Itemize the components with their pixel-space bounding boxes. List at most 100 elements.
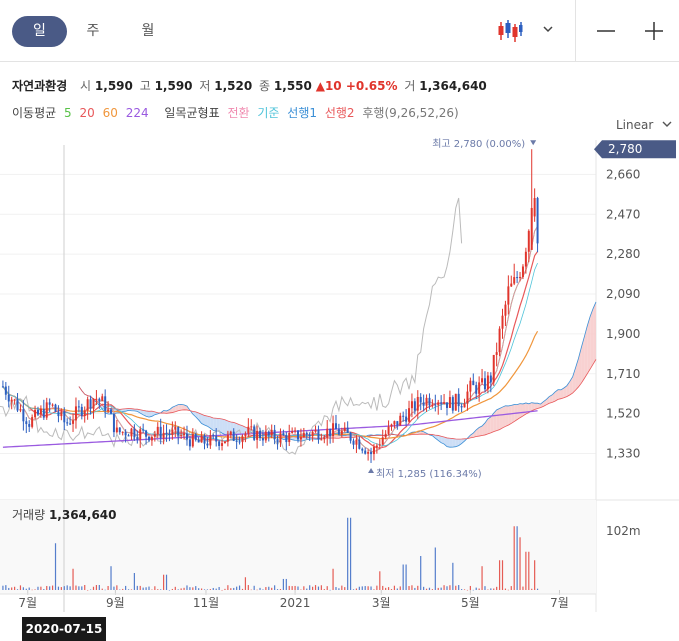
candle-body xyxy=(457,393,460,407)
candle-body xyxy=(238,441,241,443)
volume-bar xyxy=(174,586,176,590)
candle-body xyxy=(276,439,279,443)
current-price-badge xyxy=(594,140,676,159)
candle-body xyxy=(60,411,63,417)
volume-bar xyxy=(434,547,436,590)
candle-body xyxy=(396,421,399,426)
ichimoku-cloud-segment xyxy=(502,405,506,428)
indicator-legend: 이동평균 5 20 60 224 일목균형표 전환 기준 선행1 선행2 후행(… xyxy=(12,104,463,121)
ichimoku-base[interactable]: 기준 xyxy=(257,106,280,120)
candle-body xyxy=(486,375,489,390)
volume-bar xyxy=(37,586,39,590)
candle-body xyxy=(101,396,104,401)
volume-bar xyxy=(271,587,273,590)
ichimoku-cloud-segment xyxy=(137,409,141,414)
tab-monthly[interactable]: 월 xyxy=(141,23,155,39)
candle-body xyxy=(267,431,270,436)
candle-body xyxy=(469,380,472,392)
volume-bar xyxy=(478,588,480,590)
volume-bar xyxy=(69,586,71,590)
ma-20[interactable]: 20 xyxy=(79,106,95,120)
plus-icon[interactable] xyxy=(643,20,665,42)
candle-body xyxy=(110,409,113,414)
ichimoku-cloud-segment xyxy=(195,411,199,420)
candle-body xyxy=(261,438,264,441)
volume-bar xyxy=(361,586,363,590)
candle-body xyxy=(28,424,31,427)
ichimoku-lagging[interactable]: 후행(9,26,52,26) xyxy=(362,106,459,120)
candle-body xyxy=(136,437,139,440)
minus-icon[interactable] xyxy=(595,20,617,42)
ichimoku-cloud-segment xyxy=(455,438,459,447)
volume-bar xyxy=(139,585,141,590)
current-price-label: 2,780 xyxy=(608,142,642,156)
candle-body xyxy=(405,416,408,422)
ichimoku-conversion[interactable]: 전환 xyxy=(227,106,250,120)
ichimoku-cloud-segment xyxy=(198,413,202,424)
candle-body xyxy=(133,428,136,438)
price-tick-label: 2,280 xyxy=(606,247,640,261)
volume-bar xyxy=(279,589,282,590)
volume-bar xyxy=(107,585,109,590)
candle-body xyxy=(139,429,142,440)
price-tick-label: 1,330 xyxy=(606,447,640,461)
chart-toolbar: 일 주 월 xyxy=(0,0,679,62)
candle-body xyxy=(489,375,492,383)
candle-body xyxy=(107,409,110,411)
ichimoku-span1[interactable]: 선행1 xyxy=(287,106,318,120)
tab-weekly[interactable]: 주 xyxy=(86,23,100,39)
volume-bar xyxy=(183,587,185,590)
ma-224[interactable]: 224 xyxy=(125,106,149,120)
volume-title: 거래량 1,364,640 xyxy=(12,508,117,522)
ma-60[interactable]: 60 xyxy=(102,106,118,120)
ma-5[interactable]: 5 xyxy=(64,106,72,120)
volume-bar xyxy=(40,586,42,590)
candle-body xyxy=(127,435,130,437)
scale-selector[interactable]: Linear xyxy=(616,118,673,132)
chevron-down-icon[interactable] xyxy=(541,21,555,35)
candle-body xyxy=(118,427,121,433)
volume-panel-bg xyxy=(0,500,596,594)
candle-body xyxy=(367,452,370,454)
volume-bar xyxy=(335,587,337,590)
candle-body xyxy=(343,427,346,432)
volume-bar xyxy=(130,589,133,590)
candlestick-icon[interactable] xyxy=(497,18,523,44)
ichimoku-cloud-segment xyxy=(499,407,503,430)
volume-bar xyxy=(303,586,305,590)
volume-bar xyxy=(402,564,404,590)
candle-body xyxy=(34,409,37,418)
volume-bar xyxy=(411,585,413,590)
volume-bar xyxy=(122,588,124,590)
tab-daily[interactable]: 일 xyxy=(12,16,67,47)
volume-bar xyxy=(160,589,162,590)
volume-bar xyxy=(379,571,381,590)
low-label: 저 xyxy=(199,79,211,93)
ichimoku-span1-line xyxy=(78,301,597,448)
volume-bar xyxy=(332,568,334,590)
candle-body xyxy=(244,433,247,437)
ma20-line xyxy=(2,251,539,449)
volume-bar xyxy=(215,588,217,590)
candle-body xyxy=(326,428,329,438)
ichimoku-span2[interactable]: 선행2 xyxy=(324,106,355,120)
volume-bar xyxy=(22,587,24,590)
ichimoku-cloud-segment xyxy=(572,367,576,394)
ichimoku-cloud-segment xyxy=(224,419,228,435)
price-summary: 자연과환경 시 1,590 고 1,590 저 1,520 종 1,550 ▲1… xyxy=(12,77,487,94)
low-annotation: 최저 1,285 (116.34%) xyxy=(376,468,482,480)
candle-body xyxy=(478,382,481,394)
candle-body xyxy=(80,406,83,416)
candle-body xyxy=(375,445,378,447)
candle-body xyxy=(288,432,291,443)
high-value: 1,590 xyxy=(154,79,193,93)
volume-bar xyxy=(57,586,60,590)
ichimoku-cloud-segment xyxy=(587,316,591,374)
volume-bar xyxy=(233,587,235,590)
volume-bar xyxy=(256,589,258,591)
candle-body xyxy=(115,427,118,433)
candle-body xyxy=(95,398,98,400)
volume-bar xyxy=(294,585,296,590)
candle-body xyxy=(481,378,484,383)
